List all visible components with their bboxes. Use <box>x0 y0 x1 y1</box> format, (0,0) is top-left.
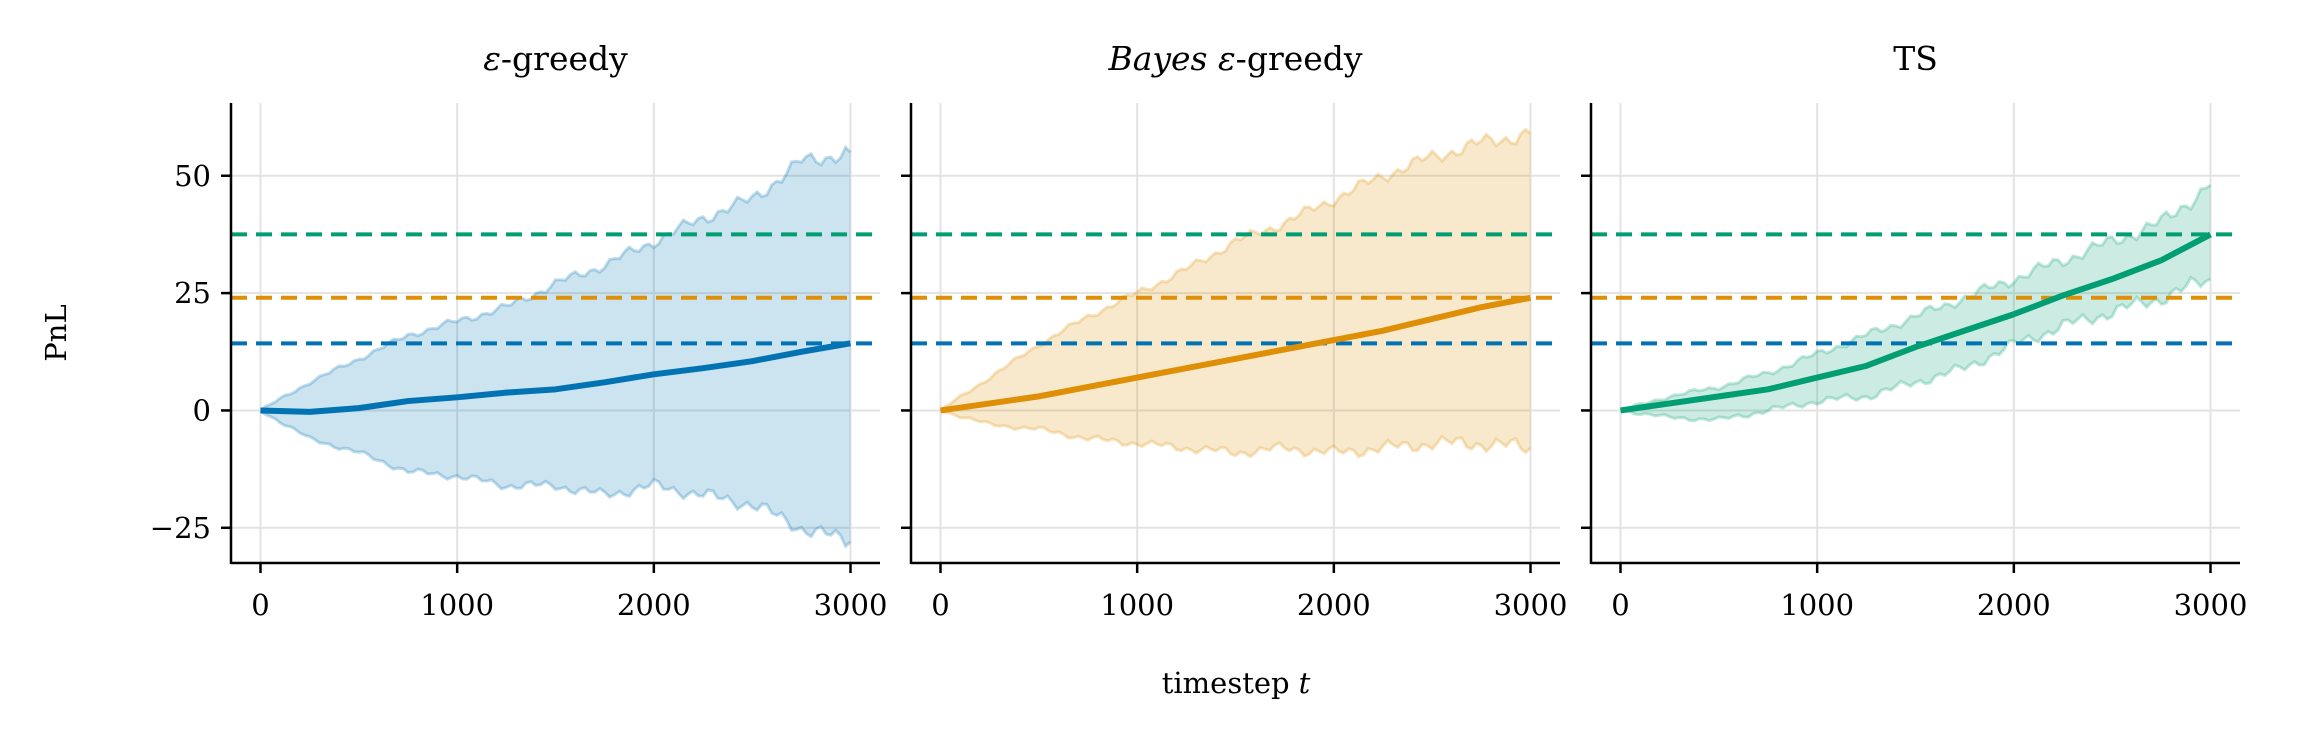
y-tick-label: 25 <box>174 276 211 310</box>
x-tick-label: 3000 <box>2174 588 2248 622</box>
x-axis-label-var: t <box>1299 666 1311 700</box>
band-upper-edge <box>1620 183 2212 412</box>
y-tick-label: 0 <box>193 393 211 427</box>
panel-0: 0 1000 2000 3000 −25 0 25 50 ε-greedy <box>150 39 888 622</box>
band-upper-edge <box>259 144 852 412</box>
panel-title: ε-greedy <box>483 39 628 78</box>
band-lower-edge <box>259 409 852 549</box>
x-tick-label: 0 <box>251 588 269 622</box>
title-suffix: -greedy <box>1236 39 1363 78</box>
x-tick-label: 2000 <box>1977 588 2051 622</box>
confidence-band <box>940 129 1531 457</box>
panel-2: 0 1000 2000 3000 TS <box>1581 39 2247 622</box>
x-tick-label: 0 <box>931 588 949 622</box>
title-suffix: -greedy <box>501 39 628 78</box>
band-lower-edge <box>939 409 1532 459</box>
panel-1: 0 1000 2000 3000 Bayes ε-greedy <box>901 39 1567 622</box>
x-axis-label: timestep t <box>1162 666 1311 700</box>
confidence-band <box>260 147 851 547</box>
panel-title: Bayes ε-greedy <box>1107 39 1362 78</box>
confidence-band <box>1620 185 2211 421</box>
x-tick-label: 0 <box>1611 588 1629 622</box>
x-tick-label: 1000 <box>1780 588 1854 622</box>
title-prefix: Bayes ε <box>1107 39 1235 78</box>
band-lower-edge <box>1620 275 2212 423</box>
panel-title: TS <box>1893 39 1938 78</box>
y-tick-label: −25 <box>150 511 211 545</box>
x-tick-label: 1000 <box>1100 588 1174 622</box>
x-axis-label-text: timestep <box>1162 666 1290 700</box>
x-tick-label: 2000 <box>1297 588 1371 622</box>
x-tick-label: 2000 <box>617 588 691 622</box>
x-tick-label: 3000 <box>814 588 888 622</box>
x-tick-label: 3000 <box>1494 588 1568 622</box>
x-tick-label: 1000 <box>420 588 494 622</box>
title-prefix: ε <box>483 39 501 78</box>
title-suffix: TS <box>1893 39 1938 78</box>
y-tick-label: 50 <box>174 159 211 193</box>
band-upper-edge <box>939 127 1532 412</box>
y-axis-label: PnL <box>39 304 73 361</box>
